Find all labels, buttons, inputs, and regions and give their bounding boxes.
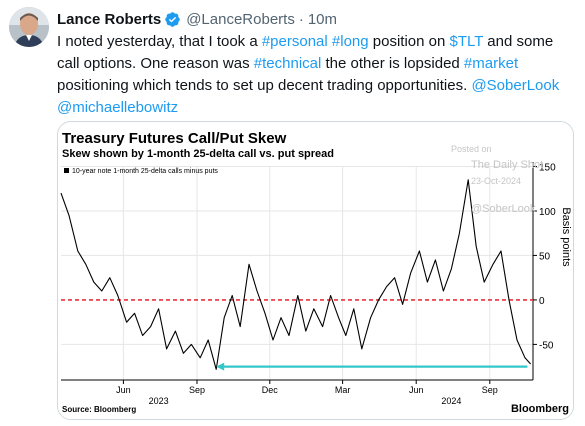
tweet-timestamp[interactable]: 10m [307,10,338,28]
tweet-text-segment: positioning which tends to set up decent… [57,77,472,94]
source-note: Source: Bloomberg [62,405,136,414]
avatar-image [9,7,49,47]
x-tick-label: Jun [116,385,131,395]
y-tick-label: -50 [539,340,554,351]
legend-swatch [64,168,69,173]
y-tick-label: 50 [539,251,551,262]
year-label: 2023 [149,396,169,406]
user-handle[interactable]: @LanceRoberts [186,10,295,28]
tweet-media-chart[interactable]: Treasury Futures Call/Put Skew Skew show… [57,121,574,420]
x-tick-label: Dec [262,385,279,395]
chart-title: Treasury Futures Call/Put Skew [62,130,287,147]
y-axis-label: Basis points [560,207,572,267]
x-tick-label: Mar [335,385,351,395]
tweet-text-segment: I noted yesterday, that I took a [57,33,262,50]
watermark-line-1: Posted on [451,144,492,154]
arrow-annotation-head [216,362,225,371]
chart-svg: Treasury Futures Call/Put Skew Skew show… [58,122,573,419]
hashtag-link[interactable]: #technical [253,55,322,72]
legend-label: 10-year note 1-month 25-delta calls minu… [72,168,218,175]
year-label: 2024 [441,396,461,406]
tweet-text-segment: the other is lopsided [321,55,464,72]
separator-dot: · [298,10,304,28]
hashtag-link[interactable]: #market [463,55,519,72]
chart-subtitle: Skew shown by 1-month 25-delta call vs. … [62,148,334,160]
x-tick-label: Sep [189,385,205,395]
watermark-line-4: @SoberLook [471,203,536,215]
cashtag-link[interactable]: $TLT [449,33,484,50]
watermark-line-2: The Daily Shot [471,159,543,171]
tweet-header: Lance Roberts @LanceRoberts · 10m [57,9,337,29]
tweet-text-segment: and some call options. One reason was [57,33,554,72]
y-tick-label: 0 [539,296,545,307]
watermark-line-3: 23-Oct-2024 [471,176,521,186]
bloomberg-logo: Bloomberg [511,403,569,415]
x-tick-label: Jun [409,385,424,395]
tweet-text-segment: position on [368,33,450,50]
y-tick-label: 150 [539,162,556,173]
avatar[interactable] [9,7,49,47]
hashtag-link[interactable]: #long [331,33,369,50]
y-tick-label: 100 [539,207,556,218]
verified-badge-icon [164,11,181,28]
series-line [60,179,532,370]
mention-link[interactable]: @SoberLook [471,77,560,94]
display-name[interactable]: Lance Roberts [57,10,162,28]
watermark: Posted on The Daily Shot 23-Oct-2024 @So… [451,144,543,215]
x-tick-label: Sep [482,385,498,395]
hashtag-link[interactable]: #personal [261,33,328,50]
tweet-text: I noted yesterday, that I took a #person… [57,31,577,119]
mention-link[interactable]: @michaellebowitz [57,99,179,116]
